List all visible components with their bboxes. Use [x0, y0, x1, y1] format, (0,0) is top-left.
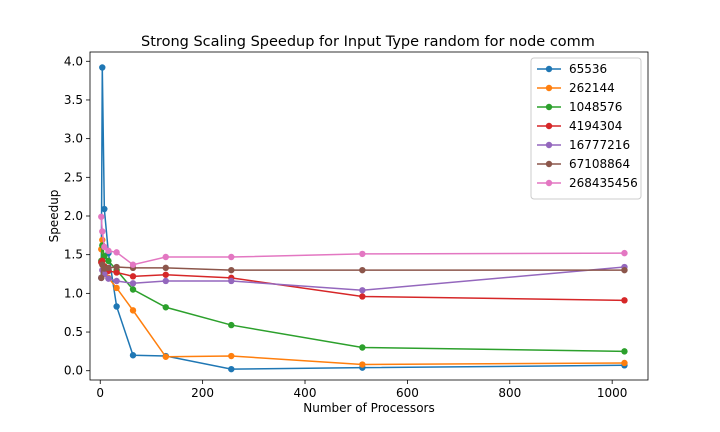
data-point [99, 228, 106, 235]
x-tick-label: 200 [191, 386, 214, 400]
data-point [113, 269, 120, 276]
legend-label: 67108864 [569, 157, 630, 171]
data-point [359, 293, 366, 300]
data-point [359, 266, 366, 274]
data-point [129, 307, 137, 314]
y-tick-label: 2.0 [64, 209, 83, 223]
data-point [621, 297, 628, 304]
x-tick-label: 600 [396, 386, 419, 400]
y-tick-label: 1.5 [64, 248, 83, 262]
data-point [129, 280, 137, 287]
data-point [101, 205, 108, 213]
data-point [228, 277, 235, 285]
data-point [162, 277, 169, 285]
data-point [621, 266, 628, 274]
data-point [98, 213, 105, 220]
data-point [359, 287, 366, 294]
data-point [359, 250, 366, 258]
data-point [105, 257, 112, 265]
legend-item: 65536 [537, 62, 607, 76]
x-tick-label: 0 [96, 386, 104, 400]
data-point [113, 303, 120, 310]
legend-marker [545, 103, 553, 111]
data-point [113, 249, 120, 256]
series-line [100, 67, 625, 370]
data-point [228, 352, 235, 360]
data-point [129, 261, 137, 268]
legend-item: 268435456 [537, 176, 638, 190]
series-67108864 [98, 261, 628, 282]
legend-label: 268435456 [569, 176, 638, 190]
y-tick-label: 3.0 [64, 132, 83, 146]
y-tick-label: 0.0 [64, 364, 83, 378]
data-point [228, 266, 235, 274]
y-tick-label: 0.5 [64, 325, 83, 339]
data-point [113, 277, 120, 285]
legend-marker [545, 141, 553, 149]
data-point [621, 359, 628, 367]
data-point [129, 273, 137, 280]
data-point [162, 271, 169, 278]
legend-marker [545, 122, 553, 130]
x-tick-label: 1000 [597, 386, 628, 400]
series-line [100, 216, 625, 266]
data-point [98, 274, 105, 282]
data-point [621, 348, 628, 355]
series-line [100, 245, 625, 353]
legend-marker [545, 84, 553, 92]
plot-area [98, 64, 628, 373]
y-axis-label: Speedup [47, 190, 61, 243]
x-axis: 0 200 400 600 800 1000 [96, 380, 627, 400]
legend-label: 4194304 [569, 119, 622, 133]
data-point [113, 284, 120, 292]
data-point [162, 264, 169, 272]
data-point [162, 353, 169, 360]
data-point [162, 304, 169, 311]
data-point [621, 249, 628, 257]
x-tick-label: 400 [294, 386, 317, 400]
legend-marker [545, 65, 553, 73]
legend: 65536 262144 1048576 4194304 16777216 6710886… [530, 57, 642, 200]
legend-item: 4194304 [537, 119, 622, 133]
legend-item: 262144 [537, 81, 615, 95]
data-point [359, 344, 366, 351]
data-point [129, 286, 137, 293]
x-axis-label: Number of Processors [303, 401, 434, 415]
data-point [129, 352, 137, 359]
data-point [162, 253, 169, 261]
data-point [228, 365, 235, 373]
legend-label: 262144 [569, 81, 615, 95]
data-point [105, 264, 112, 272]
data-point [359, 361, 366, 368]
y-tick-label: 4.0 [64, 54, 83, 68]
chart-title: Strong Scaling Speedup for Input Type ra… [141, 34, 595, 50]
legend-marker [545, 179, 553, 187]
y-tick-label: 2.5 [64, 170, 83, 184]
y-tick-label: 1.0 [64, 286, 83, 300]
legend-marker [545, 160, 553, 168]
data-point [228, 253, 235, 261]
x-tick-label: 800 [498, 386, 521, 400]
data-point [99, 64, 106, 71]
data-point [228, 321, 235, 329]
data-point [105, 247, 112, 255]
legend-item: 1048576 [537, 100, 622, 114]
data-point [105, 275, 112, 282]
data-point [113, 263, 120, 271]
legend-label: 65536 [569, 62, 607, 76]
y-axis: 0.0 0.5 1.0 1.5 2.0 2.5 3.0 3.5 4.0 [64, 54, 90, 378]
legend-item: 16777216 [537, 138, 630, 152]
series-268435456 [98, 213, 628, 268]
legend-label: 16777216 [569, 138, 630, 152]
legend-item: 67108864 [537, 157, 630, 171]
legend-label: 1048576 [569, 100, 622, 114]
data-point [101, 243, 108, 251]
y-tick-label: 3.5 [64, 93, 83, 107]
